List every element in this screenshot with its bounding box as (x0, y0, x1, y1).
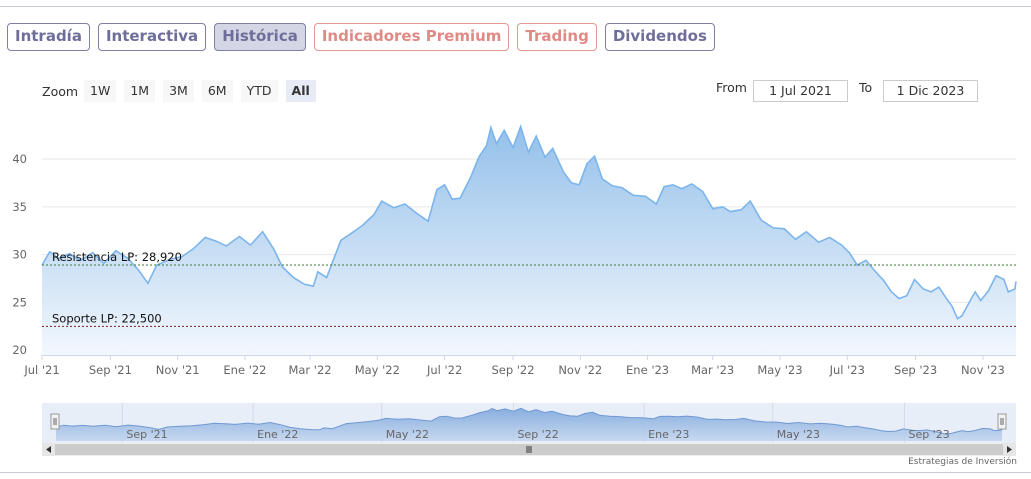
top-divider (0, 6, 1031, 7)
navigator-line (55, 407, 1003, 435)
x-axis: Jul '21 Sep '21 Nov '21 Ene '22 Mar '22 May '… (23, 355, 1005, 377)
bottom-divider (0, 472, 1031, 473)
x-tick-label: Sep '23 (894, 363, 937, 377)
date-range-to: To (859, 80, 872, 95)
tab-dividendos[interactable]: Dividendos (604, 23, 715, 51)
x-tick-label: Jul '22 (426, 363, 462, 377)
to-input-wrap: 1 Dic 2023 (883, 80, 978, 102)
zoom-label: Zoom (42, 83, 79, 99)
date-range-from: From (716, 80, 747, 95)
y-axis: 20 25 30 35 40 (12, 152, 27, 357)
x-tick-label: Sep '22 (491, 363, 534, 377)
x-tick-label: Jul '23 (829, 363, 865, 377)
x-tick-label: Jul '21 (23, 363, 59, 377)
scroll-left-arrow-icon (46, 446, 51, 453)
x-tick-label: May '22 (355, 363, 400, 377)
navigator-x-label: Sep '23 (909, 428, 950, 441)
zoom-3m-button[interactable]: 3M (163, 80, 194, 102)
navigator-x-label: May '22 (386, 428, 429, 441)
price-area-fill (42, 126, 1016, 355)
zoom-selector: Zoom 1W 1M 3M 6M YTD All (42, 80, 324, 102)
zoom-1m-button[interactable]: 1M (124, 80, 156, 102)
zoom-ytd-button[interactable]: YTD (240, 80, 278, 102)
navigator-right-handle[interactable] (997, 413, 1007, 430)
navigator-x-label: Ene '22 (257, 428, 298, 441)
tab-historica[interactable]: Histórica (214, 23, 306, 51)
x-tick-label: Nov '21 (156, 363, 200, 377)
plot-line-label: Soporte LP: 22,500 (52, 311, 162, 325)
x-tick-label: Mar '23 (691, 363, 734, 377)
x-tick-label: May '23 (757, 363, 802, 377)
x-tick-label: Nov '23 (961, 363, 1005, 377)
navigator-x-label: Sep '22 (517, 428, 558, 441)
x-tick-label: Mar '22 (288, 363, 331, 377)
tab-interactiva[interactable]: Interactiva (97, 23, 207, 51)
plot-line-label: Resistencia LP: 28,920 (52, 250, 182, 264)
zoom-1w-button[interactable]: 1W (84, 80, 117, 102)
navigator-x-label: May '23 (777, 428, 820, 441)
navigator-x-label: Sep '21 (126, 428, 167, 441)
y-tick-label: 25 (12, 295, 27, 309)
plot-lines: Resistencia LP: 28,920 Soporte LP: 22,500 (42, 250, 1016, 327)
x-tick-label: Ene '23 (626, 363, 669, 377)
tab-bar: Intradía Interactiva Histórica Indicador… (7, 23, 715, 51)
to-date-input[interactable]: 1 Dic 2023 (883, 80, 978, 102)
navigator-x-label: Ene '23 (648, 428, 689, 441)
to-label: To (859, 80, 873, 95)
from-label: From (716, 80, 747, 95)
scroll-right-arrow-icon (1007, 446, 1012, 453)
y-tick-label: 35 (12, 200, 27, 214)
tab-indicadores-premium[interactable]: Indicadores Premium (313, 23, 510, 51)
zoom-6m-button[interactable]: 6M (201, 80, 233, 102)
navigator-labels: Sep '21 Ene '22 May '22 Sep '22 Ene '23 May '… (126, 428, 949, 441)
tab-intradia[interactable]: Intradía (7, 23, 90, 51)
y-tick-label: 40 (12, 152, 27, 166)
from-date-input[interactable]: 1 Jul 2021 (753, 80, 848, 102)
navigator-area (56, 408, 1002, 441)
x-tick-label: Nov '22 (558, 363, 602, 377)
chart-credit[interactable]: Estrategias de Inversión (908, 457, 1017, 467)
from-input-wrap: 1 Jul 2021 (753, 80, 848, 102)
price-line (41, 123, 1017, 320)
tab-trading[interactable]: Trading (517, 23, 597, 51)
navigator-left-handle[interactable] (50, 413, 60, 430)
x-tick-label: Ene '22 (223, 363, 266, 377)
y-tick-label: 20 (12, 343, 27, 357)
y-tick-label: 30 (12, 248, 27, 262)
zoom-all-button[interactable]: All (285, 80, 316, 102)
x-tick-label: Sep '21 (89, 363, 132, 377)
